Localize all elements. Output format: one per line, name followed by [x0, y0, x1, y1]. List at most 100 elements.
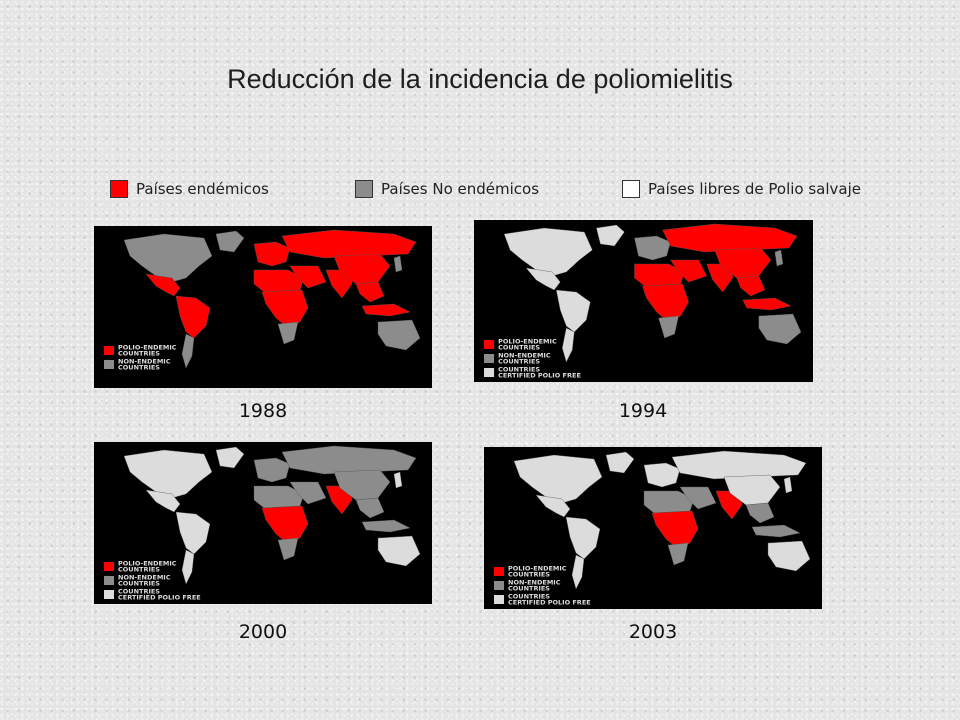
- world-map-svg: POLIO-ENDEMICCOUNTRIESNON-ENDEMICCOUNTRI…: [104, 445, 421, 602]
- region-central-america: [145, 489, 181, 513]
- map-legend-text: COUNTRIES: [508, 593, 550, 601]
- region-south-cone: [571, 554, 585, 590]
- region-australia: [758, 313, 802, 345]
- region-south-cone: [562, 327, 575, 363]
- region-middle-east: [679, 486, 717, 510]
- region-south-cone: [181, 333, 195, 369]
- map-legend-swatch-endemic: [104, 346, 114, 355]
- map-legend-text: NON-ENDEMIC: [508, 579, 561, 587]
- legend-label-endemic: Países endémicos: [136, 180, 269, 198]
- region-japan: [393, 255, 403, 273]
- region-greenland: [215, 230, 245, 253]
- region-north-america: [123, 233, 213, 283]
- legend-swatch-endemic: [110, 180, 128, 198]
- region-indonesia: [361, 519, 411, 533]
- region-russia: [281, 445, 417, 475]
- region-russia: [662, 223, 798, 253]
- map-legend-text: COUNTRIES: [118, 580, 160, 588]
- region-sub-saharan-africa: [261, 289, 309, 329]
- map-legend-text: COUNTRIES: [498, 366, 540, 374]
- region-sub-saharan-africa: [261, 505, 309, 545]
- region-russia: [281, 229, 417, 259]
- year-label-1994: 1994: [618, 400, 668, 422]
- legend-swatch-non-endemic: [355, 180, 373, 198]
- region-southern-africa: [277, 321, 299, 345]
- legend-polio-free: Países libres de Polio salvaje: [622, 180, 861, 198]
- map-legend-text: NON-ENDEMIC: [118, 358, 171, 366]
- region-south-america: [175, 511, 211, 555]
- region-australia: [377, 535, 421, 567]
- region-greenland: [605, 451, 635, 474]
- region-middle-east: [670, 259, 707, 283]
- year-label-2003: 2003: [628, 621, 678, 643]
- region-middle-east: [289, 265, 327, 289]
- map-legend-text: CERTIFIED POLIO FREE: [508, 599, 591, 607]
- world-map-1988: POLIO-ENDEMIC COUNTRIES NON-ENDEMIC COUNTRI…: [94, 226, 432, 388]
- map-legend-swatch-non-endemic: [494, 581, 504, 590]
- world-map-1994: POLIO-ENDEMIC COUNTRIES NON-ENDEMIC COUNTRI…: [474, 220, 813, 382]
- region-greenland: [215, 446, 245, 469]
- region-south-cone: [181, 549, 195, 585]
- map-legend-text: CERTIFIED POLIO FREE: [118, 594, 201, 602]
- region-southern-africa: [658, 315, 679, 339]
- map-legend-swatch-polio-free: [484, 368, 495, 377]
- map-legend-text: COUNTRIES: [118, 588, 160, 596]
- region-central-america: [525, 267, 561, 291]
- map-legend-text: COUNTRIES: [118, 364, 160, 372]
- world-map-2003: POLIO-ENDEMIC COUNTRIES NON-ENDEMIC COUNTRI…: [484, 447, 822, 609]
- region-europe: [643, 462, 681, 488]
- map-legend-text: CERTIFIED POLIO FREE: [498, 372, 581, 380]
- map-legend-text: COUNTRIES: [508, 571, 550, 579]
- region-north-america: [123, 449, 213, 499]
- region-australia: [377, 319, 421, 351]
- map-legend-text: COUNTRIES: [498, 344, 540, 352]
- map-legend-text: COUNTRIES: [498, 358, 540, 366]
- year-label-1988: 1988: [238, 400, 288, 422]
- region-southern-africa: [667, 542, 689, 566]
- region-indonesia: [751, 524, 801, 538]
- map-legend-text: NON-ENDEMIC: [118, 574, 171, 582]
- map-legend-swatch-polio-free: [104, 590, 114, 599]
- region-indonesia: [742, 297, 792, 311]
- map-legend-text: POLIO-ENDEMIC: [118, 560, 177, 568]
- region-southeast-asia: [736, 275, 766, 297]
- region-sub-saharan-africa: [642, 283, 689, 323]
- world-map-2000: POLIO-ENDEMIC COUNTRIES NON-ENDEMIC COUNTRI…: [94, 442, 432, 604]
- world-map-svg: POLIO-ENDEMICCOUNTRIESNON-ENDEMICCOUNTRI…: [494, 450, 811, 607]
- region-southern-africa: [277, 537, 299, 561]
- legend-label-polio-free: Países libres de Polio salvaje: [648, 180, 861, 198]
- map-legend-swatch-endemic: [104, 562, 114, 571]
- region-southeast-asia: [355, 281, 385, 303]
- map-legend-text: POLIO-ENDEMIC: [118, 344, 177, 352]
- legend-non-endemic: Países No endémicos: [355, 180, 539, 198]
- region-southeast-asia: [745, 502, 775, 524]
- region-middle-east: [289, 481, 327, 505]
- map-legend-swatch-non-endemic: [484, 354, 495, 363]
- map-legend-swatch-polio-free: [494, 595, 504, 604]
- world-map-svg: POLIO-ENDEMICCOUNTRIESNON-ENDEMICCOUNTRI…: [104, 229, 421, 372]
- region-russia: [671, 450, 807, 480]
- legend-endemic: Países endémicos: [110, 180, 269, 198]
- map-legend-text: COUNTRIES: [508, 585, 550, 593]
- region-indonesia: [361, 303, 411, 317]
- map-legend-text: POLIO-ENDEMIC: [498, 338, 557, 346]
- region-japan: [774, 249, 784, 267]
- region-south-america: [175, 295, 211, 339]
- legend: Países endémicos Países No endémicos Paí…: [110, 180, 930, 204]
- region-southeast-asia: [355, 497, 385, 519]
- year-label-2000: 2000: [238, 621, 288, 643]
- region-sub-saharan-africa: [651, 510, 699, 550]
- world-map-svg: POLIO-ENDEMICCOUNTRIESNON-ENDEMICCOUNTRI…: [484, 223, 802, 380]
- region-europe: [253, 457, 291, 483]
- region-europe: [253, 241, 291, 267]
- region-greenland: [596, 224, 625, 247]
- map-legend-swatch-endemic: [484, 340, 495, 349]
- region-south-america: [555, 289, 591, 333]
- region-japan: [783, 476, 793, 494]
- region-north-america: [513, 454, 603, 504]
- region-north-america: [503, 227, 593, 277]
- map-legend-swatch-endemic: [494, 567, 504, 576]
- map-legend-text: COUNTRIES: [118, 350, 160, 358]
- region-south-america: [565, 516, 601, 560]
- map-legend-text: NON-ENDEMIC: [498, 352, 551, 360]
